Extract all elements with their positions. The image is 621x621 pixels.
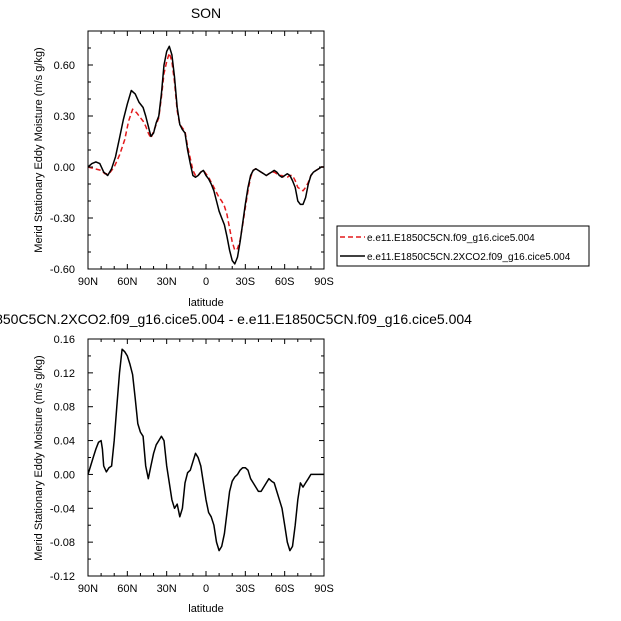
chart2-ylabel: Merid Stationary Eddy Moisture (m/s g/kg… (33, 355, 45, 560)
x-tick-label: 60S (275, 583, 295, 595)
chart1-axes: 90N 60N 30N 0 30S 60S 90S -0.60 -0.30 0.00 0.30 0.6… (50, 30, 334, 288)
chart1-ylabel: Merid Stationary Eddy Moisture (m/s g/kg… (33, 47, 45, 252)
x-tick-label: 90N (78, 276, 98, 288)
x-tick-label: 0 (203, 583, 209, 595)
chart1-series-1-line (87, 52, 324, 252)
x-tick-label: 90S (314, 583, 334, 595)
x-tick-label: 60S (275, 276, 295, 288)
y-tick-label: 0.60 (54, 60, 75, 72)
y-tick-label: -0.08 (50, 537, 75, 549)
chart1-legend: e.e11.E1850C5CN.f09_g16.cice5.004 e.e11.… (336, 225, 590, 267)
x-tick-label: 30N (157, 276, 177, 288)
x-tick-label: 30S (236, 276, 256, 288)
y-tick-label: -0.12 (50, 571, 75, 583)
chart1-xlabel: latitude (188, 297, 223, 309)
chart2-axes: 90N 60N 30N 0 30S 60S 90S -0.12 -0.08 -0.04 0.00 0.… (50, 334, 334, 595)
chart2-title: e.e11.E1850C5CN.2XCO2.f09_g16.cice5.004 … (0, 311, 472, 327)
y-tick-label: 0.12 (54, 368, 75, 380)
x-tick-label: 30N (157, 583, 177, 595)
chart1-series-2-line (87, 45, 324, 265)
chart2-series-1-line (87, 348, 324, 552)
chart1-series-layer (87, 45, 324, 265)
x-tick-label: 0 (203, 276, 209, 288)
x-tick-label: 60N (117, 276, 137, 288)
chart1-plot-frame (87, 30, 325, 270)
y-tick-label: -0.04 (50, 503, 75, 515)
x-tick-label: 90S (314, 276, 334, 288)
y-tick-label: 0.16 (54, 334, 75, 346)
y-tick-label: -0.60 (50, 264, 75, 276)
chart1-title: SON (191, 5, 221, 21)
x-tick-label: 60N (117, 583, 137, 595)
x-tick-label: 90N (78, 583, 98, 595)
chart2-plot-frame (87, 338, 325, 577)
chart2-series-layer (87, 348, 324, 552)
y-tick-label: 0.00 (54, 469, 75, 481)
panel-bottom: e.e11.E1850C5CN.2XCO2.f09_g16.cice5.004 … (0, 311, 472, 615)
y-tick-label: 0.30 (54, 111, 75, 123)
y-tick-label: 0.08 (54, 402, 75, 414)
legend-label-control: e.e11.E1850C5CN.f09_g16.cice5.004 (367, 233, 535, 244)
legend-label-2xco2: e.e11.E1850C5CN.2XCO2.f09_g16.cice5.004 (367, 252, 571, 263)
y-tick-label: 0.04 (54, 436, 75, 448)
chart2-xlabel: latitude (188, 603, 223, 615)
y-tick-label: -0.30 (50, 213, 75, 225)
x-tick-label: 30S (236, 583, 256, 595)
panel-top: SON 90N 60N 30N 0 30S 60S 90S -0.60 -0.30 0.00 0.3… (33, 5, 590, 309)
legend-box (336, 225, 590, 267)
y-tick-label: 0.00 (54, 162, 75, 174)
